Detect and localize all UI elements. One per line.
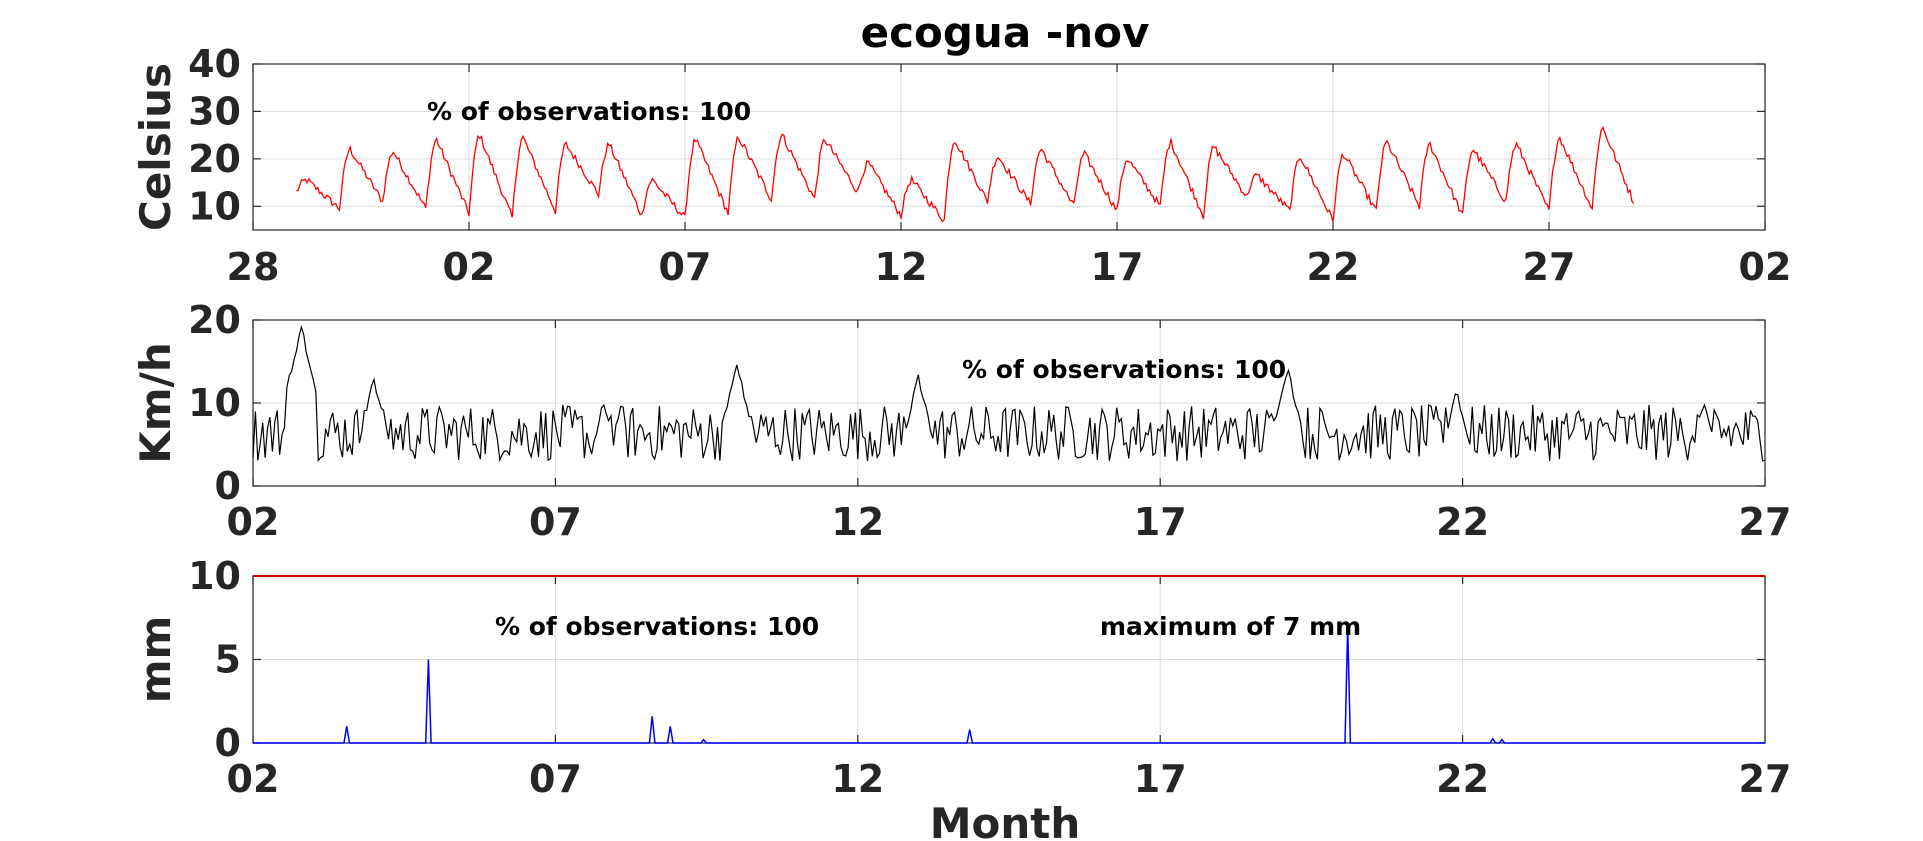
observations-annotation: % of observations: 100 [427,97,751,126]
y-axis-label: mm [131,616,180,704]
precipitation-line [253,626,1765,744]
x-tick-label: 12 [831,500,884,544]
y-tick-label: 20 [188,298,241,342]
x-tick-label: 12 [831,757,884,801]
x-tick-label: 22 [1436,500,1489,544]
y-axis-label: Km/h [131,342,180,464]
x-tick-label: 02 [227,757,280,801]
observations-annotation: % of observations: 100 [962,355,1286,384]
x-tick-label: 22 [1307,245,1360,289]
y-tick-label: 40 [188,42,241,86]
y-tick-label: 10 [188,381,241,425]
x-tick-label: 27 [1739,500,1792,544]
x-tick-label: 22 [1436,757,1489,801]
x-tick-label: 07 [659,245,712,289]
y-tick-label: 0 [215,464,241,508]
x-tick-label: 27 [1739,757,1792,801]
x-tick-label: 27 [1523,245,1576,289]
observations-annotation: % of observations: 100 [495,612,819,641]
x-tick-label: 17 [1134,500,1187,544]
wind-speed-line [252,324,1766,463]
y-tick-label: 20 [188,137,241,181]
y-tick-label: 5 [215,638,241,682]
x-tick-label: 12 [875,245,928,289]
x-tick-label: 07 [529,757,582,801]
x-tick-label: 02 [227,500,280,544]
temperature-line [296,125,1635,223]
figure-title: ecogua -nov [861,8,1150,57]
plot-frame [252,63,1766,231]
maximum-annotation: maximum of 7 mm [1100,612,1361,641]
x-tick-label: 17 [1091,245,1144,289]
y-tick-label: 30 [188,89,241,133]
x-axis-label: Month [930,799,1081,841]
x-tick-label: 02 [1739,245,1792,289]
y-tick-label: 10 [188,554,241,598]
y-tick-label: 10 [188,184,241,228]
y-tick-label: 0 [215,721,241,765]
y-axis-label: Celsius [131,63,180,231]
x-tick-label: 17 [1134,757,1187,801]
x-tick-label: 28 [227,245,280,289]
x-tick-label: 02 [443,245,496,289]
x-tick-label: 07 [529,500,582,544]
